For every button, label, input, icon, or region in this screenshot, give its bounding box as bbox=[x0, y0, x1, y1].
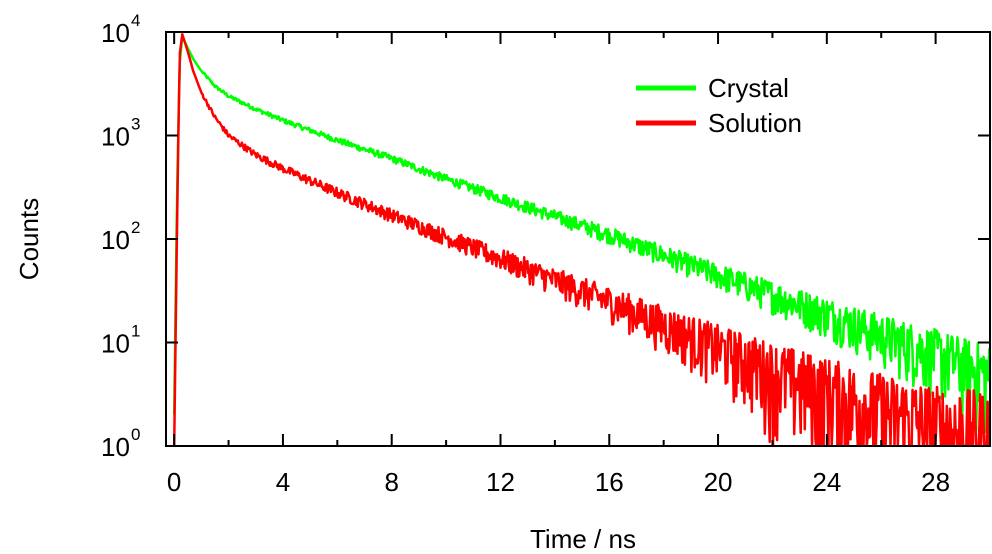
x-tick-label: 4 bbox=[276, 467, 290, 497]
y-tick-label-base: 10 bbox=[101, 225, 130, 255]
series-line-crystal bbox=[172, 35, 990, 434]
y-tick-label: 10 2 bbox=[101, 218, 140, 255]
y-tick-label-exponent: 2 bbox=[131, 218, 140, 237]
x-tick-label: 0 bbox=[167, 467, 181, 497]
ticks-layer bbox=[166, 31, 991, 447]
x-tick-labels: 0 4 8 12 16 20 24 28 bbox=[167, 467, 950, 497]
series-line-solution bbox=[172, 33, 990, 446]
y-tick-label-base: 10 bbox=[101, 329, 130, 359]
x-tick-label: 12 bbox=[486, 467, 515, 497]
y-tick-label: 10 3 bbox=[101, 115, 140, 152]
x-tick-label: 16 bbox=[595, 467, 624, 497]
legend-label: Solution bbox=[708, 108, 802, 138]
y-tick-label: 10 4 bbox=[101, 11, 140, 48]
y-tick-label: 10 1 bbox=[101, 322, 140, 359]
y-tick-label-exponent: 1 bbox=[131, 322, 140, 341]
y-tick-label-exponent: 4 bbox=[131, 11, 140, 30]
x-axis-label: Time / ns bbox=[530, 524, 636, 554]
y-tick-label-base: 10 bbox=[101, 432, 130, 462]
y-tick-label: 10 0 bbox=[101, 425, 140, 462]
x-tick-label: 28 bbox=[921, 467, 950, 497]
x-tick-label: 8 bbox=[384, 467, 398, 497]
legend-item-crystal: Crystal bbox=[636, 73, 789, 103]
x-tick-label: 24 bbox=[812, 467, 841, 497]
y-tick-label-base: 10 bbox=[101, 18, 130, 48]
plot-frame bbox=[165, 31, 991, 447]
legend: Crystal Solution bbox=[636, 73, 802, 138]
legend-item-solution: Solution bbox=[636, 108, 802, 138]
y-axis-label: Counts bbox=[14, 198, 44, 280]
x-tick-label: 20 bbox=[704, 467, 733, 497]
legend-label: Crystal bbox=[708, 73, 789, 103]
y-tick-label-exponent: 3 bbox=[131, 115, 140, 134]
y-tick-label-base: 10 bbox=[101, 122, 130, 152]
series-layer bbox=[172, 33, 990, 446]
y-tick-label-exponent: 0 bbox=[131, 425, 140, 444]
